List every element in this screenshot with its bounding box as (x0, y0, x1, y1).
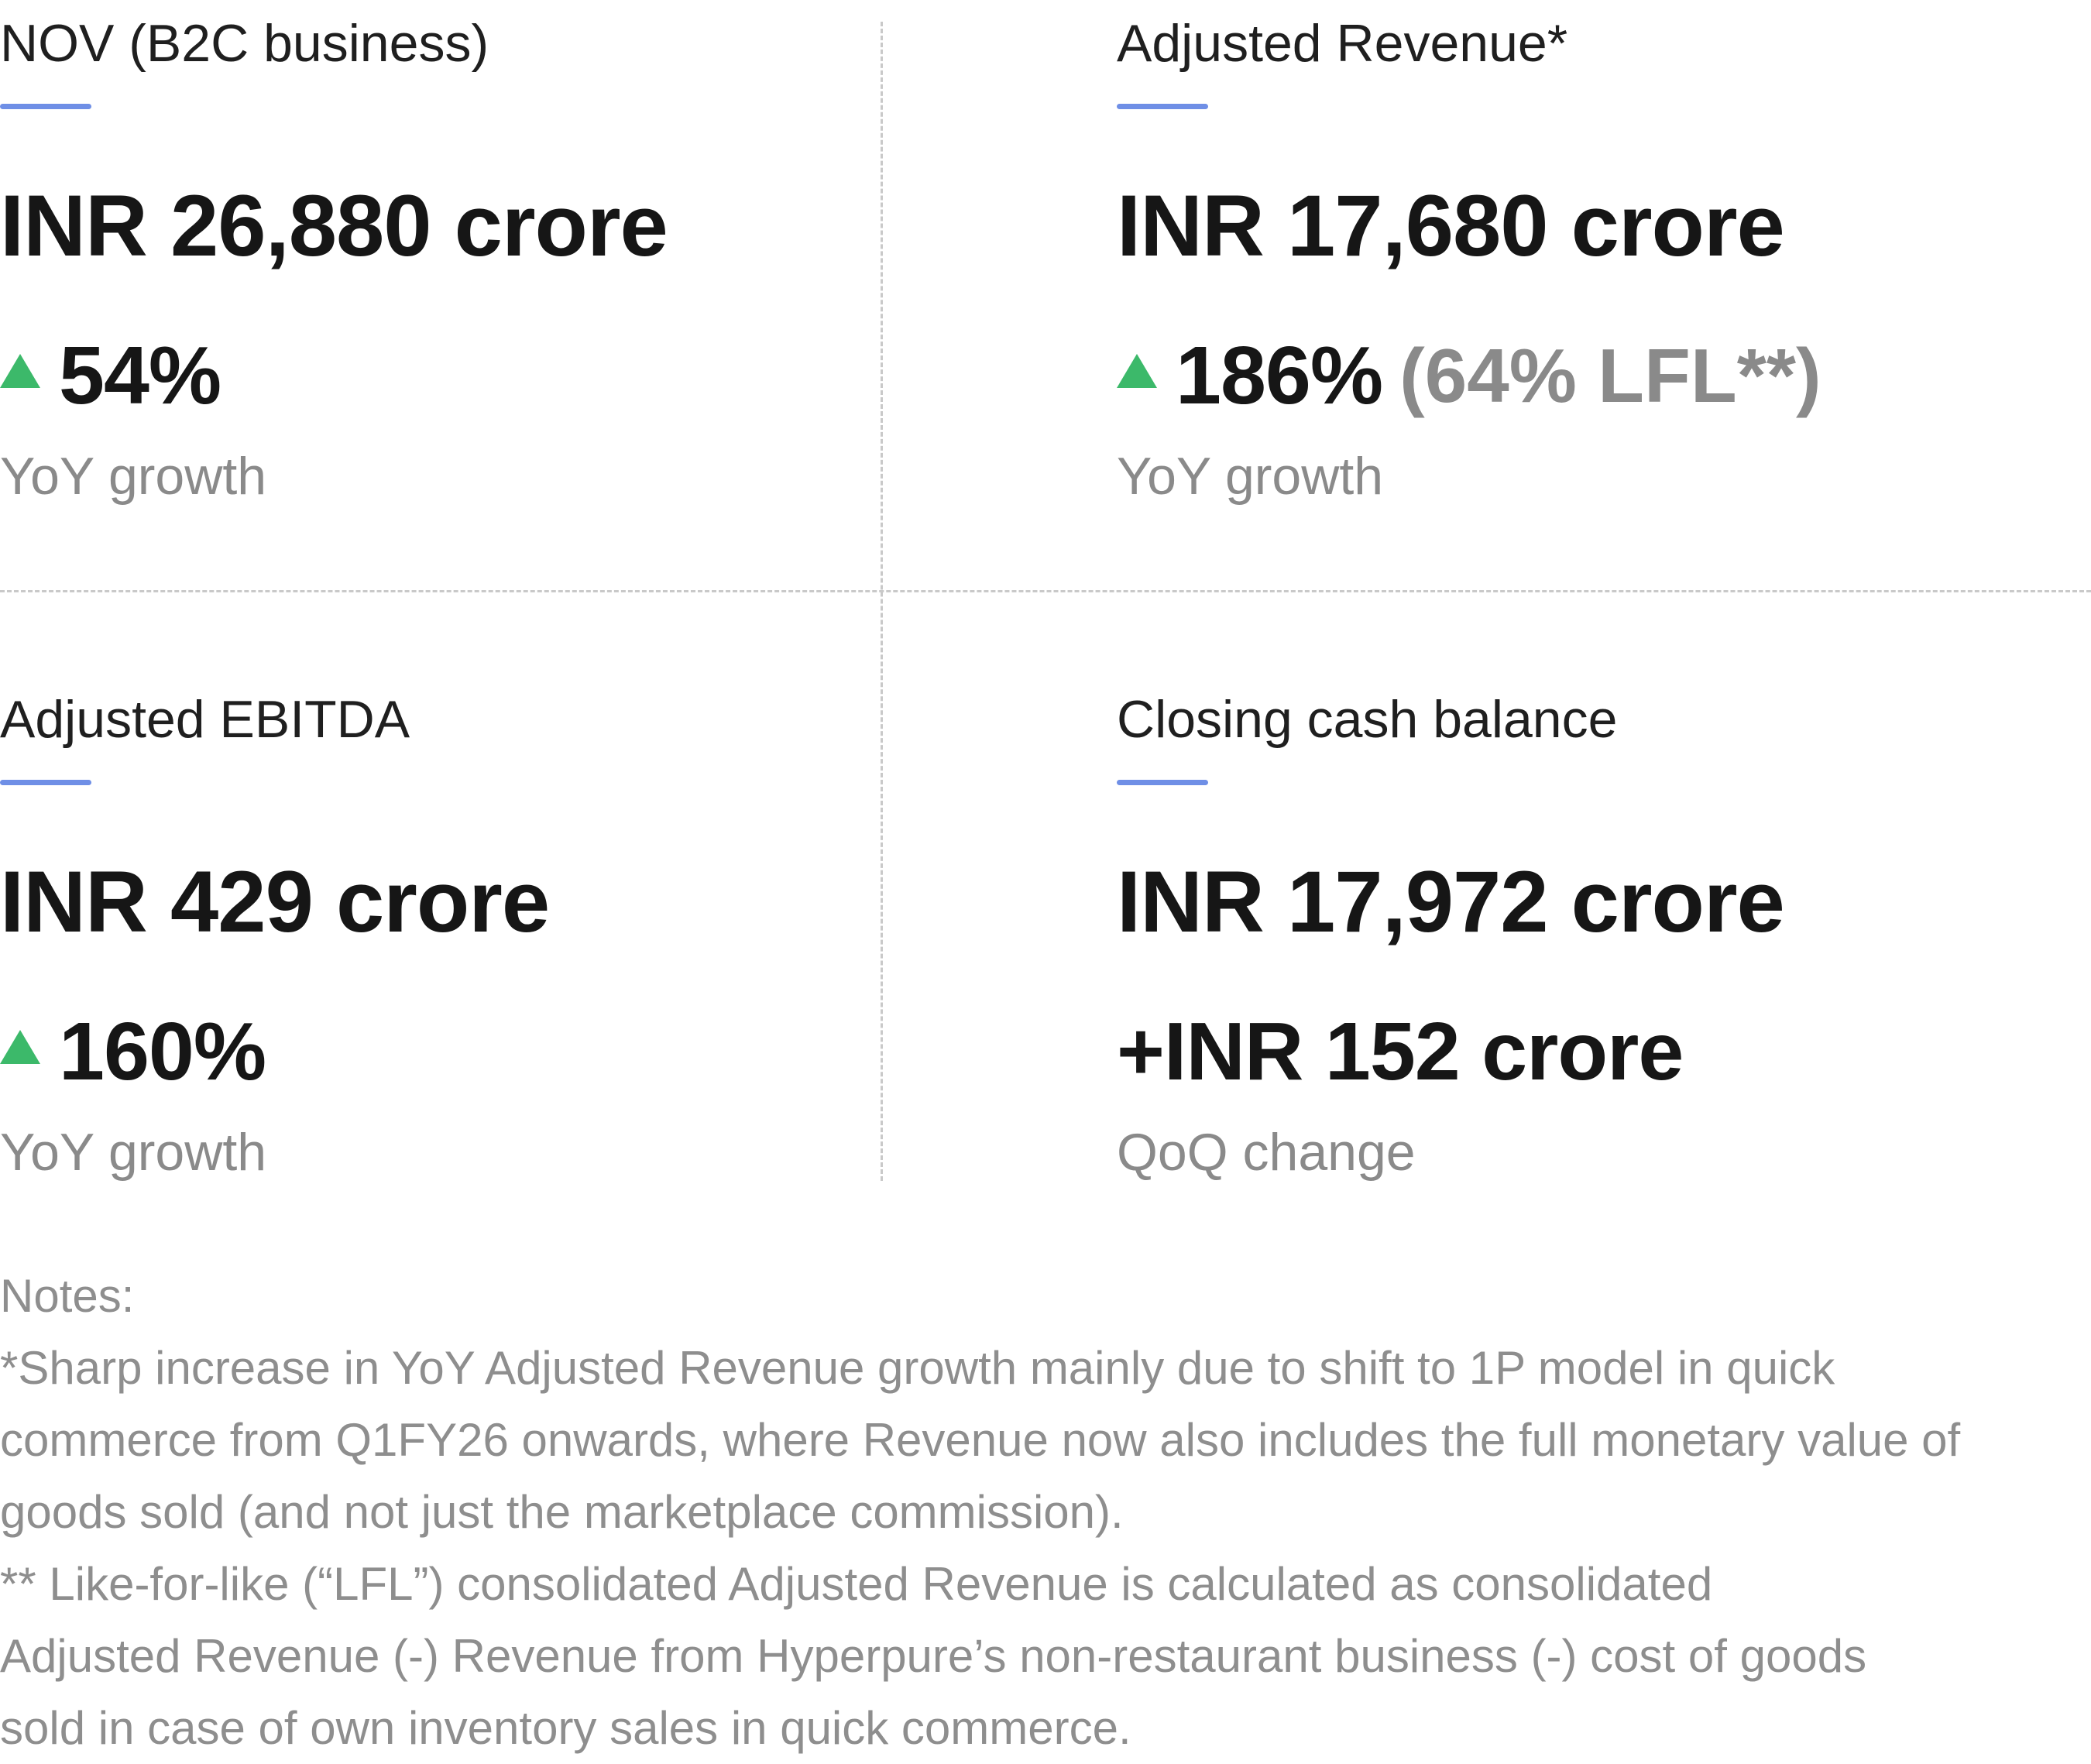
metric-accent-bar (1117, 780, 1208, 785)
note-1-line: *Sharp increase in YoY Adjusted Revenue … (0, 1342, 1835, 1394)
vertical-divider (881, 22, 883, 1181)
metric-label: Adjusted Revenue* (1117, 14, 1568, 73)
metric-sublabel: YoY growth (1117, 447, 1384, 506)
triangle-up-icon (0, 1030, 40, 1064)
note-2-line: ** Like-for-like (“LFL”) consolidated Ad… (0, 1558, 1713, 1610)
metric-sublabel: QoQ change (1117, 1123, 1416, 1182)
note-1-line: goods sold (and not just the marketplace… (0, 1486, 1124, 1538)
metric-label: NOV (B2C business) (0, 14, 489, 73)
metric-accent-bar (1117, 104, 1208, 109)
metric-sublabel: YoY growth (0, 447, 267, 506)
metric-change-value: 186% (1176, 330, 1383, 421)
metric-change-value: +INR 152 crore (1117, 1006, 1684, 1097)
metric-accent-bar (0, 780, 91, 785)
metric-change-value: 160% (59, 1006, 266, 1097)
triangle-up-icon (0, 354, 40, 388)
metric-accent-bar (0, 104, 91, 109)
notes-heading: Notes: (0, 1270, 135, 1322)
metric-label: Closing cash balance (1117, 690, 1618, 749)
metric-value: INR 17,680 crore (1117, 177, 1785, 274)
metric-value: INR 17,972 crore (1117, 853, 1785, 950)
metric-sublabel: YoY growth (0, 1123, 267, 1182)
metric-value: INR 26,880 crore (0, 177, 668, 274)
metric-label: Adjusted EBITDA (0, 690, 410, 749)
horizontal-divider (0, 590, 2091, 592)
note-2-line: Adjusted Revenue (-) Revenue from Hyperp… (0, 1630, 1867, 1682)
metric-change-note: (64% LFL**) (1399, 333, 1821, 418)
metrics-grid: NOV (B2C business) INR 26,880 crore 54% … (0, 14, 2091, 1182)
metric-change: 54% (0, 325, 221, 426)
metric-change-value: 54% (59, 330, 221, 421)
metric-value: INR 429 crore (0, 853, 550, 950)
metric-change: 160% (0, 1001, 266, 1102)
note-1-line: commerce from Q1FY26 onwards, where Reve… (0, 1414, 1961, 1466)
triangle-up-icon (1117, 354, 1157, 388)
notes-section: Notes: *Sharp increase in YoY Adjusted R… (0, 1260, 2091, 1764)
metric-change: 186% (64% LFL**) (1117, 325, 1821, 426)
note-2-line: sold in case of own inventory sales in q… (0, 1702, 1131, 1754)
metric-change: +INR 152 crore (1117, 1001, 1684, 1102)
